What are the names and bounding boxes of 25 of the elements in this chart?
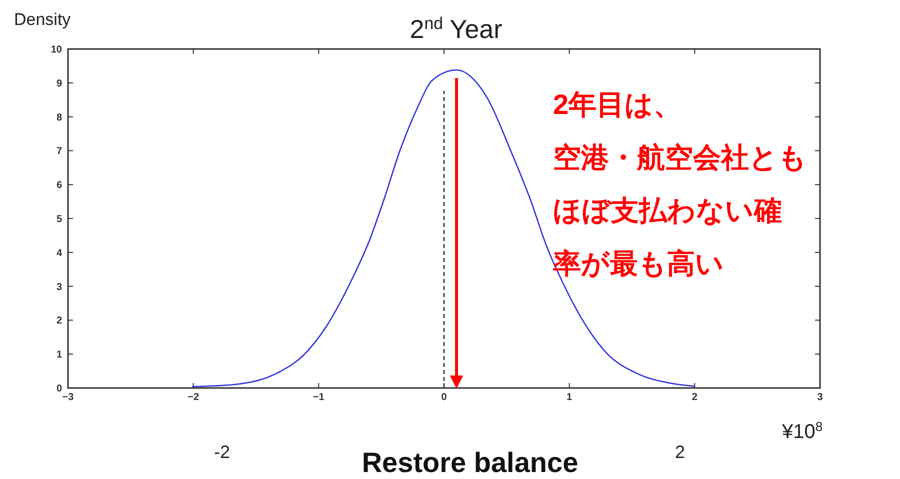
y-tick-label: 0 — [56, 384, 62, 394]
x-axis-title: Restore balance — [362, 447, 578, 478]
x-tick-label: −3 — [62, 392, 74, 403]
y-tick-label: 4 — [56, 248, 62, 259]
y-tick-label: 10 — [50, 44, 62, 56]
y-axis-title: Density — [14, 10, 72, 29]
y-tick-label: 9 — [56, 78, 62, 90]
x-tick-label: 0 — [441, 392, 448, 403]
x-tick-label: 2 — [692, 392, 698, 403]
y-tick-label: 8 — [56, 112, 62, 124]
y-tick-label: 3 — [56, 282, 62, 293]
y-tick-label: 2 — [56, 316, 62, 327]
annotation: 2年目は、空港・航空会社ともほぼ支払わない確率が最も高い — [552, 89, 807, 279]
text: ¥10$^{8}$ — [781, 418, 823, 443]
text: 2 — [674, 442, 686, 462]
chart-title: 2$^{nd}$ Year — [410, 14, 503, 44]
y-tick-label: 7 — [56, 146, 62, 158]
text: -2 — [214, 442, 230, 462]
y-tick-label: 1 — [56, 350, 62, 361]
x-tick-label: 1 — [566, 392, 573, 403]
x-tick-label: 3 — [817, 392, 824, 403]
x-tick-label: −2 — [188, 392, 200, 403]
y-tick-label: 6 — [56, 180, 62, 192]
y-tick-label: 5 — [56, 214, 62, 225]
x-tick-label: −1 — [312, 392, 325, 403]
